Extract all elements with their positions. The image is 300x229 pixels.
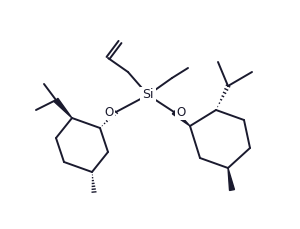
Text: O: O xyxy=(176,106,186,118)
Polygon shape xyxy=(54,98,72,118)
Text: O: O xyxy=(104,106,114,118)
Text: Si: Si xyxy=(142,88,154,101)
Polygon shape xyxy=(172,110,190,126)
Polygon shape xyxy=(228,168,235,191)
